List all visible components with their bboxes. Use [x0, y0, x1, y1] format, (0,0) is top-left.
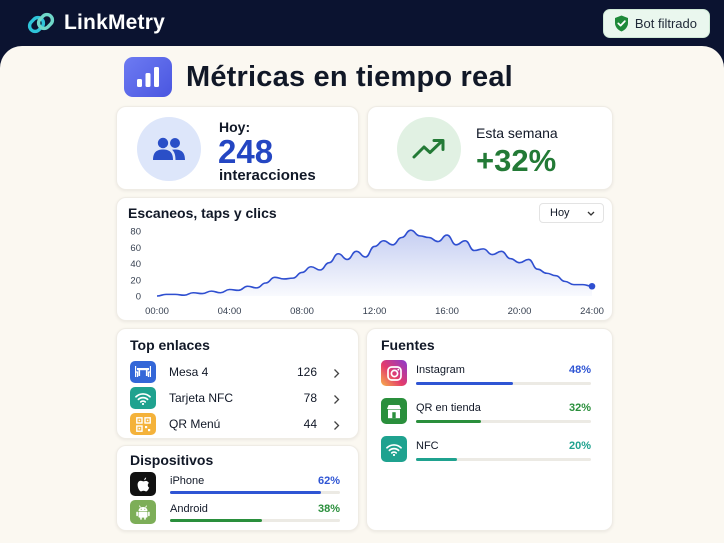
source-row: Instagram 48%	[367, 360, 614, 390]
source-bar	[416, 382, 591, 385]
chain-link-icon	[27, 12, 55, 34]
x-tick-label: 04:00	[218, 306, 242, 317]
x-tick-label: 00:00	[145, 306, 169, 317]
qr-code-icon	[130, 413, 156, 435]
chevron-right-icon[interactable]	[333, 392, 340, 410]
source-bar-fill	[416, 382, 514, 385]
kpi-today-value: 248	[218, 133, 274, 170]
y-tick-label: 80	[130, 227, 141, 238]
activity-chart: 0 20 40 60 80 00:00 04:00 08:00 12:00 16:00 20:00 2…	[130, 227, 604, 318]
activity-title: Escaneos, taps y clics	[128, 205, 277, 221]
top-link-count: 44	[303, 417, 317, 431]
y-tick-label: 40	[130, 259, 141, 270]
chevron-right-icon[interactable]	[333, 418, 340, 436]
range-select-value: Hoy	[550, 207, 570, 219]
device-bar	[170, 519, 340, 522]
source-row: QR en tienda 32%	[367, 398, 614, 428]
kpi-week-card: Esta semana +32%	[367, 106, 613, 190]
source-bar-fill	[416, 458, 457, 461]
top-bar: LinkMetry Bot filtrado	[0, 0, 724, 46]
source-percent: 20%	[568, 440, 591, 452]
chevron-right-icon[interactable]	[333, 366, 340, 384]
app-name: LinkMetry	[64, 11, 165, 34]
sources-card: Fuentes Instagram 48% QR en tienda 32% NFC 20…	[366, 328, 613, 531]
device-label: Android	[170, 503, 208, 515]
device-row: Android 38%	[117, 500, 360, 526]
source-label: QR en tienda	[416, 402, 481, 414]
top-link-label: QR Menú	[169, 417, 221, 431]
source-row: NFC 20%	[367, 436, 614, 466]
page-title: Métricas en tiempo real	[186, 60, 513, 93]
activity-last-point	[588, 282, 596, 290]
source-label: NFC	[416, 440, 439, 452]
instagram-icon	[381, 360, 407, 386]
devices-title: Dispositivos	[130, 452, 214, 468]
apple-icon	[130, 472, 156, 496]
y-tick-label: 20	[130, 275, 141, 286]
device-bar-fill	[170, 519, 263, 522]
top-links-card: Top enlaces Mesa 4 126 Tarjeta NFC 78 QR Men…	[116, 328, 359, 439]
store-icon	[381, 398, 407, 424]
device-bar-fill	[170, 491, 321, 494]
y-tick-label: 0	[136, 292, 141, 303]
top-link-count: 78	[303, 391, 317, 405]
android-icon	[130, 500, 156, 524]
wifi-icon	[130, 387, 156, 409]
device-label: iPhone	[170, 475, 205, 487]
source-bar	[416, 420, 591, 423]
shield-check-icon	[614, 15, 628, 32]
source-bar	[416, 458, 591, 461]
x-tick-label: 20:00	[508, 306, 532, 317]
y-tick-label: 60	[130, 243, 141, 254]
device-bar	[170, 491, 340, 494]
users-icon	[137, 117, 201, 181]
x-tick-label: 08:00	[290, 306, 314, 317]
bar-chart-icon	[124, 57, 172, 97]
sources-title: Fuentes	[381, 337, 435, 353]
x-tick-label: 24:00	[580, 306, 604, 317]
source-label: Instagram	[416, 364, 465, 376]
kpi-today-card: Hoy: 248 interacciones	[116, 106, 359, 190]
source-bar-fill	[416, 420, 481, 423]
bot-filter-label: Bot filtrado	[634, 16, 697, 31]
page-header: Métricas en tiempo real	[124, 57, 513, 97]
activity-area	[157, 230, 592, 296]
top-link-row[interactable]: Tarjeta NFC 78	[117, 387, 360, 411]
trending-up-icon	[397, 117, 461, 181]
wifi-icon	[381, 436, 407, 462]
top-link-row[interactable]: Mesa 4 126	[117, 361, 360, 385]
x-tick-label: 16:00	[435, 306, 459, 317]
source-percent: 32%	[568, 402, 591, 414]
top-link-label: Mesa 4	[169, 365, 209, 379]
brand[interactable]: LinkMetry	[26, 8, 165, 38]
kpi-week-value: +32%	[476, 143, 557, 178]
source-percent: 48%	[568, 364, 591, 376]
activity-line	[156, 229, 593, 297]
x-tick-label: 12:00	[363, 306, 387, 317]
top-links-title: Top enlaces	[130, 337, 210, 353]
top-link-label: Tarjeta NFC	[169, 391, 234, 405]
devices-card: Dispositivos iPhone 62% Android 38%	[116, 445, 359, 531]
kpi-today-sub: interacciones	[219, 167, 316, 184]
table-chairs-icon	[130, 361, 156, 383]
bot-filter-badge[interactable]: Bot filtrado	[602, 9, 710, 38]
activity-card: Escaneos, taps y clics Hoy 0 20 40 60 80 00:0…	[116, 197, 613, 321]
kpi-week-label: Esta semana	[476, 125, 558, 141]
device-row: iPhone 62%	[117, 472, 360, 498]
top-link-count: 126	[296, 365, 317, 379]
device-percent: 38%	[317, 503, 340, 515]
chevron-down-icon	[587, 211, 595, 216]
device-percent: 62%	[317, 475, 340, 487]
range-select[interactable]: Hoy	[539, 203, 604, 223]
kpi-today-label: Hoy:	[219, 119, 251, 135]
top-link-row[interactable]: QR Menú 44	[117, 413, 360, 437]
